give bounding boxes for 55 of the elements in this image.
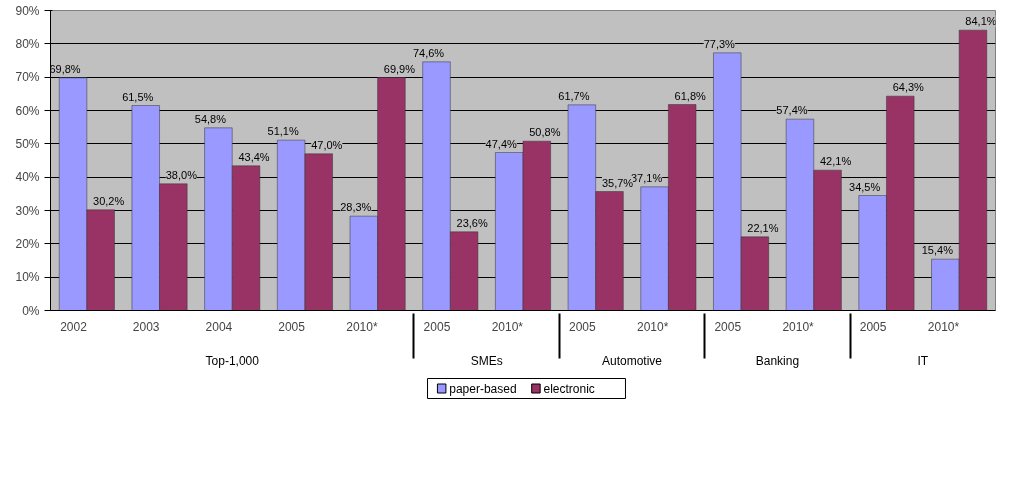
data-label: 84,1% [965,15,997,28]
data-label: 22,1% [747,221,779,234]
x-tick-label: 2004 [205,319,233,334]
data-label: 47,4% [485,137,517,150]
data-label: 77,3% [703,37,736,50]
data-label: 42,1% [819,155,852,168]
data-label: 51,1% [267,125,299,138]
x-tick-label: 2002 [60,319,88,334]
y-tick-label: 90% [15,3,40,18]
data-label: 34,5% [849,180,881,193]
text: IT [917,353,929,368]
y-tick-label: 70% [15,70,40,85]
x-tick-label: 2010* [346,319,378,334]
text: Top-1,000 [205,353,260,368]
legend-label: paper-based [449,381,517,396]
x-tick-label: 2005 [714,319,742,334]
y-tick-label: 40% [15,170,40,185]
data-label: 61,7% [558,89,590,102]
data-label: 57,4% [776,104,808,117]
y-tick-label: 0% [22,303,40,318]
y-tick-label: 50% [15,136,40,151]
legend-label: electronic [543,381,595,396]
x-tick-label: 2005 [859,319,887,334]
data-label: 61,5% [122,90,154,103]
x-tick-label: 2005 [569,319,597,334]
x-tick-label: 2010* [927,319,960,334]
text: Automotive [602,353,663,368]
x-tick-label: 2005 [423,319,451,334]
text: Banking [755,353,800,368]
y-tick-label: 80% [15,36,40,51]
data-label: 38,0% [165,168,198,181]
data-label: 64,3% [892,81,925,94]
data-label: 30,2% [93,194,125,207]
data-label: 43,4% [238,150,270,163]
y-tick-label: 20% [15,236,40,251]
data-label: 37,1% [630,171,663,184]
x-tick-label: 2010* [782,319,815,334]
y-tick-label: 10% [15,270,40,285]
data-label: 61,8% [674,89,707,102]
y-tick-label: 30% [15,203,40,218]
x-tick-label: 2005 [278,319,306,334]
x-tick-label: 2010* [491,319,524,334]
data-label: 54,8% [194,112,227,125]
x-tick-label: 2010* [637,319,669,334]
data-label: 35,7% [601,176,634,189]
x-tick-label: 2003 [132,319,160,334]
data-label: 23,6% [456,216,488,229]
data-label: 15,4% [921,244,954,257]
data-label: 50,8% [529,126,561,139]
data-label: 69,9% [383,62,416,75]
data-label: 47,0% [311,138,343,151]
data-label: 74,6% [412,46,445,59]
y-tick-label: 60% [15,103,40,118]
text: SMEs [470,353,503,368]
data-label: 28,3% [340,201,372,214]
